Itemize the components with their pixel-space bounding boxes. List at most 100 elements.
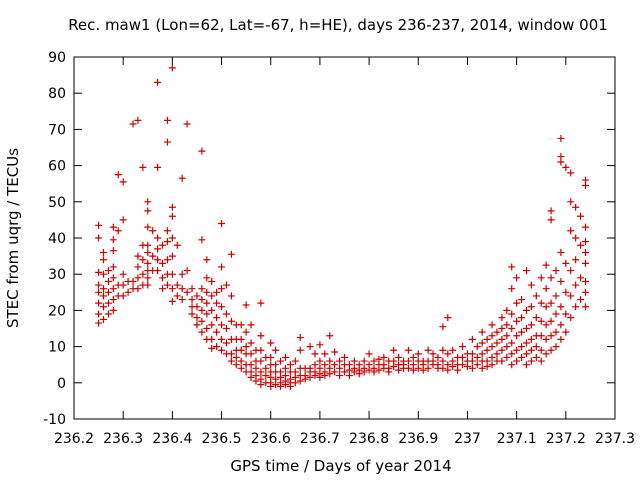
data-point bbox=[237, 346, 245, 354]
data-point bbox=[159, 241, 167, 249]
data-point bbox=[508, 350, 516, 358]
data-point bbox=[247, 361, 255, 369]
x-tick-label: 237.1 bbox=[497, 431, 537, 447]
data-point bbox=[227, 317, 235, 325]
data-point bbox=[109, 236, 117, 244]
data-point bbox=[154, 234, 162, 242]
data-point bbox=[581, 248, 589, 256]
data-point bbox=[100, 303, 108, 311]
data-point bbox=[178, 270, 186, 278]
data-point bbox=[154, 163, 162, 171]
data-point bbox=[414, 350, 422, 358]
data-point bbox=[188, 285, 196, 293]
data-point bbox=[100, 248, 108, 256]
data-point bbox=[473, 361, 481, 369]
data-point bbox=[478, 339, 486, 347]
data-point bbox=[119, 178, 127, 186]
data-point bbox=[547, 332, 555, 340]
data-point bbox=[119, 216, 127, 224]
data-point bbox=[272, 361, 280, 369]
data-point bbox=[188, 310, 196, 318]
data-point bbox=[365, 350, 373, 358]
data-point bbox=[547, 346, 555, 354]
data-point bbox=[331, 361, 339, 369]
data-point bbox=[522, 339, 530, 347]
data-point bbox=[193, 321, 201, 329]
data-point bbox=[390, 363, 398, 371]
data-point bbox=[321, 361, 329, 369]
data-point bbox=[336, 372, 344, 380]
data-point bbox=[488, 353, 496, 361]
data-point bbox=[168, 297, 176, 305]
data-point bbox=[537, 299, 545, 307]
data-point bbox=[311, 361, 319, 369]
data-point bbox=[218, 335, 226, 343]
data-point bbox=[547, 317, 555, 325]
data-point bbox=[537, 274, 545, 282]
data-point bbox=[198, 236, 206, 244]
data-point bbox=[522, 350, 530, 358]
data-point bbox=[503, 306, 511, 314]
data-point bbox=[321, 372, 329, 380]
data-point bbox=[154, 256, 162, 264]
data-point bbox=[483, 346, 491, 354]
data-point bbox=[552, 343, 560, 351]
data-point bbox=[163, 227, 171, 235]
data-point bbox=[95, 268, 103, 276]
data-point bbox=[208, 306, 216, 314]
data-point bbox=[326, 357, 334, 365]
data-point bbox=[473, 353, 481, 361]
data-point bbox=[527, 303, 535, 311]
data-point bbox=[252, 377, 260, 385]
data-point bbox=[134, 252, 142, 260]
data-point bbox=[218, 303, 226, 311]
data-point bbox=[404, 346, 412, 354]
data-point bbox=[163, 238, 171, 246]
data-point bbox=[513, 332, 521, 340]
data-point bbox=[577, 212, 585, 220]
data-point bbox=[168, 234, 176, 242]
data-point bbox=[198, 328, 206, 336]
data-point bbox=[355, 370, 363, 378]
data-point bbox=[208, 277, 216, 285]
data-point bbox=[281, 364, 289, 372]
data-point bbox=[542, 303, 550, 311]
y-tick-label: 90 bbox=[48, 50, 66, 66]
data-point bbox=[537, 332, 545, 340]
data-point bbox=[213, 299, 221, 307]
chart-title: Rec. maw1 (Lon=62, Lat=-67, h=HE), days … bbox=[68, 16, 608, 34]
data-point bbox=[483, 363, 491, 371]
data-point bbox=[198, 306, 206, 314]
data-point bbox=[409, 353, 417, 361]
data-point bbox=[562, 310, 570, 318]
data-point bbox=[562, 163, 570, 171]
data-point bbox=[503, 321, 511, 329]
data-point bbox=[257, 346, 265, 354]
data-point bbox=[247, 373, 255, 381]
data-point bbox=[508, 339, 516, 347]
data-point bbox=[213, 343, 221, 351]
data-point bbox=[567, 292, 575, 300]
data-point bbox=[439, 364, 447, 372]
data-point bbox=[532, 314, 540, 322]
data-point bbox=[547, 207, 555, 215]
data-point bbox=[272, 346, 280, 354]
data-point bbox=[311, 372, 319, 380]
data-point bbox=[257, 357, 265, 365]
data-point bbox=[454, 366, 462, 374]
data-point bbox=[267, 353, 275, 361]
data-point bbox=[218, 263, 226, 271]
data-point bbox=[468, 350, 476, 358]
data-point bbox=[572, 281, 580, 289]
data-point bbox=[129, 277, 137, 285]
data-point bbox=[404, 364, 412, 372]
data-point bbox=[478, 350, 486, 358]
data-point bbox=[581, 303, 589, 311]
data-point bbox=[518, 343, 526, 351]
data-point bbox=[429, 350, 437, 358]
data-point bbox=[557, 248, 565, 256]
data-point bbox=[468, 364, 476, 372]
data-point bbox=[459, 343, 467, 351]
data-point bbox=[134, 263, 142, 271]
data-point bbox=[173, 241, 181, 249]
